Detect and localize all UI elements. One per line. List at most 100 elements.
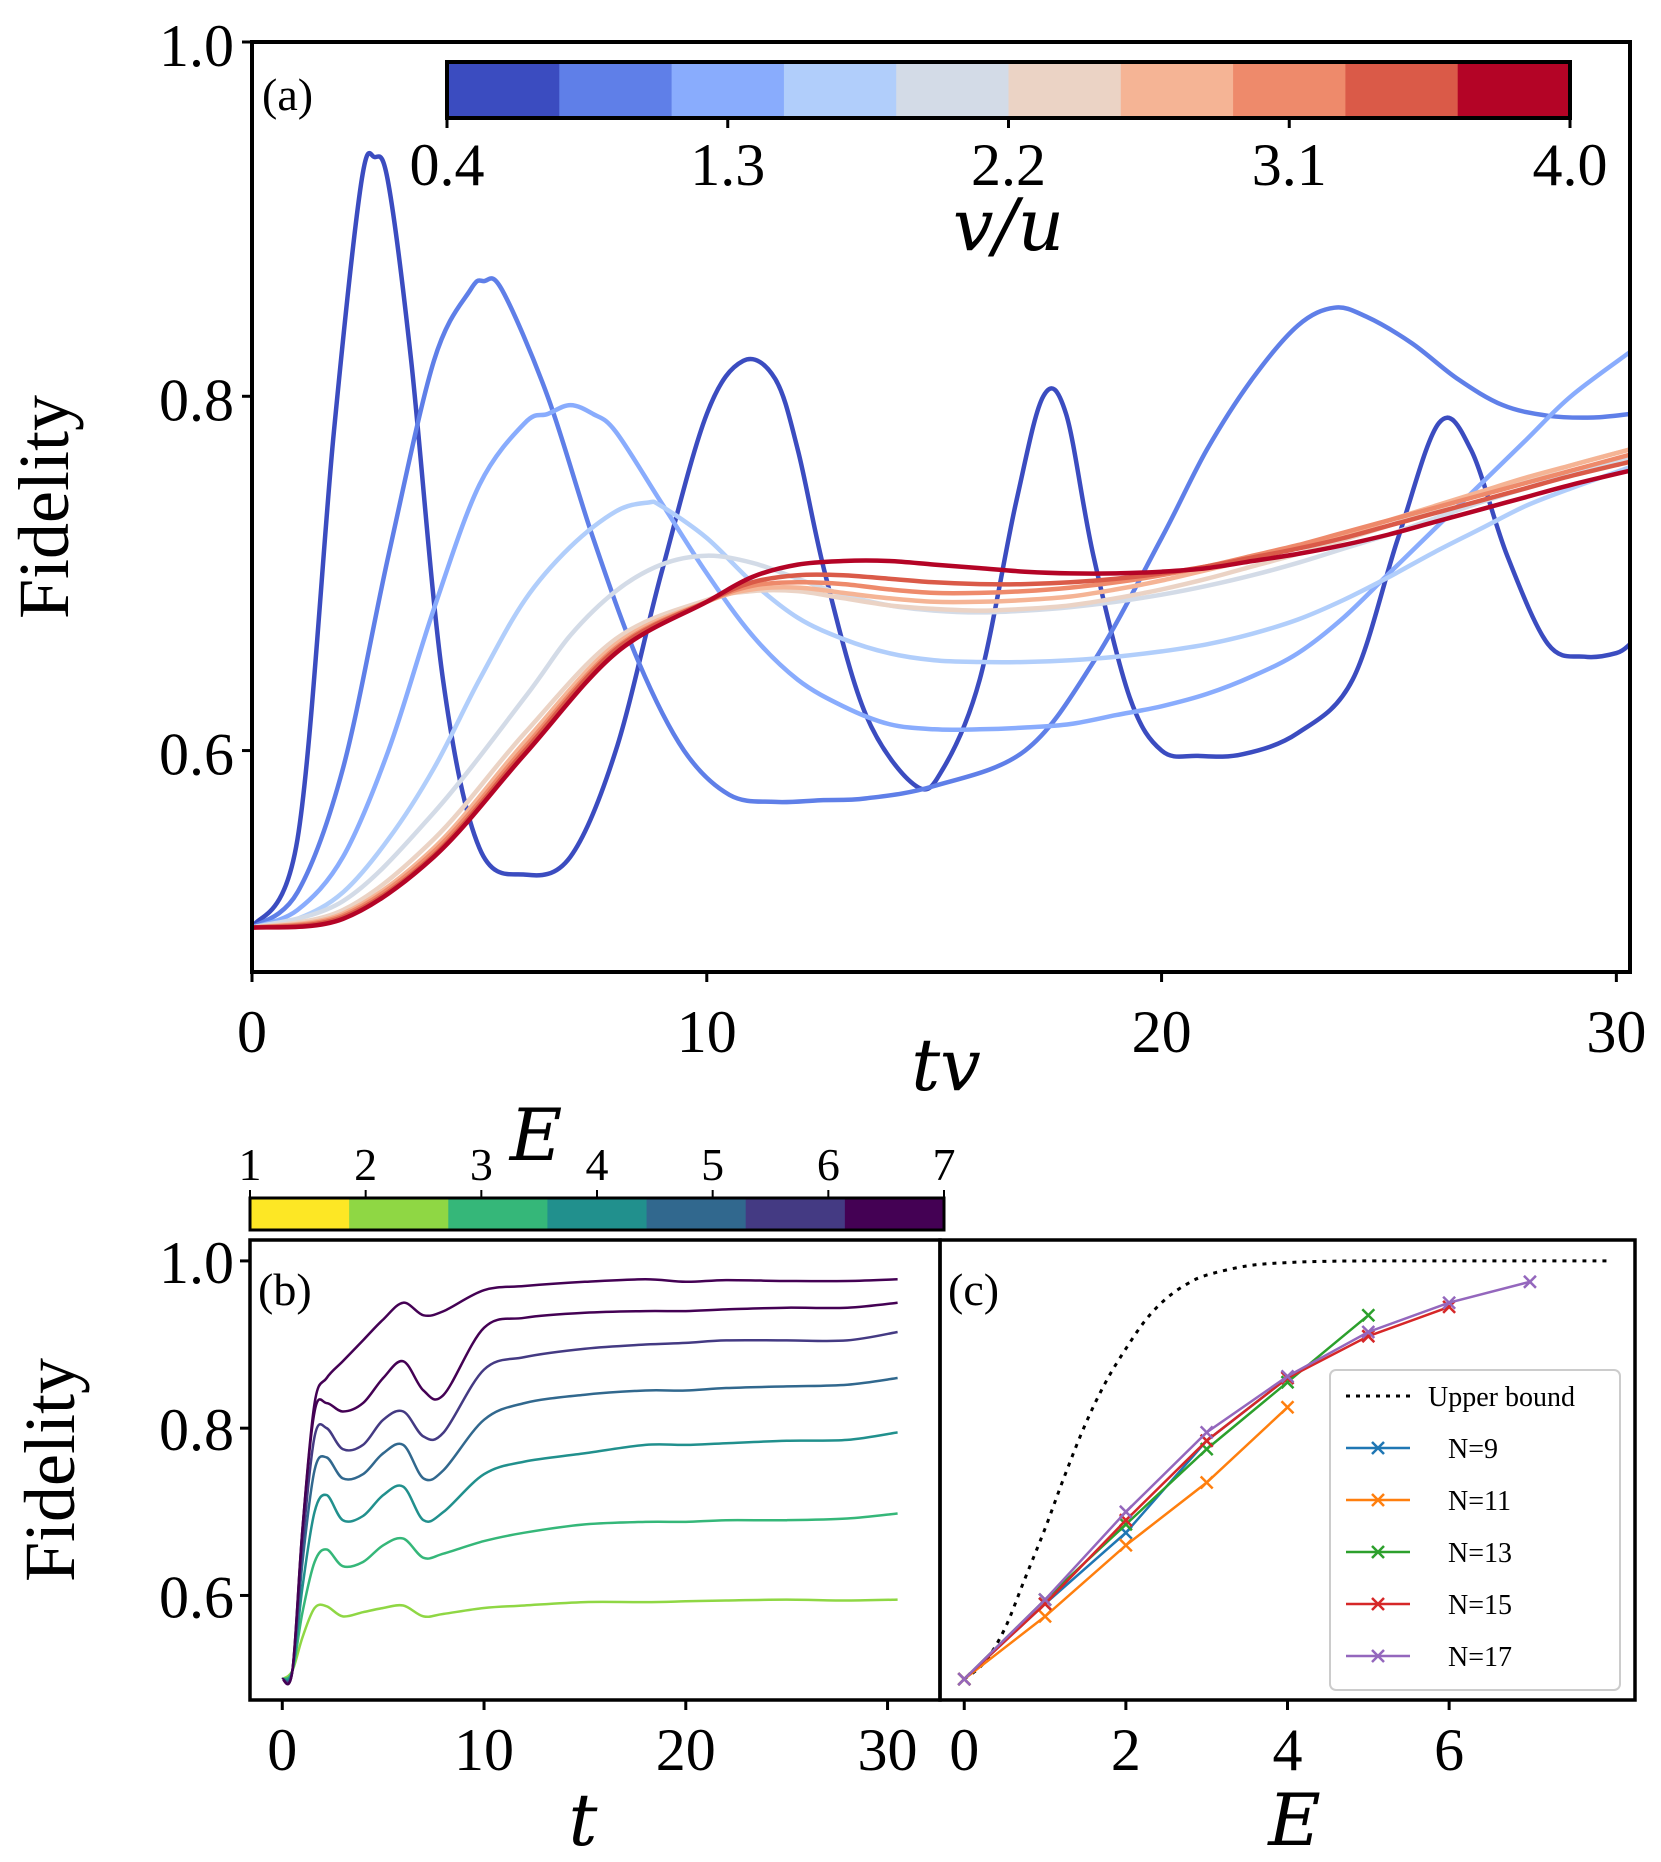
series-line-c-1 <box>963 1406 1289 1681</box>
colorbar-b-segment-5 <box>745 1198 846 1230</box>
x-tick-label-b-1: 10 <box>454 1717 514 1783</box>
marker-c-1-3 <box>1199 1475 1214 1490</box>
marker-c-4-4 <box>1280 1369 1295 1384</box>
legend-marker-1 <box>1371 1441 1385 1455</box>
marker-c-4-5 <box>1361 1325 1376 1339</box>
legend-c: Upper bound N=9 N=11 N=13 N=15 N=17 <box>1329 1369 1621 1691</box>
x-axis-label-c: E <box>1266 1778 1321 1862</box>
legend-marker-4 <box>1371 1597 1385 1611</box>
marker-c-3-1 <box>1038 1596 1052 1611</box>
colorbar-a-tick-label-4: 4.0 <box>1533 132 1608 198</box>
colorbar-b-tick-label-5: 6 <box>817 1139 840 1190</box>
colorbar-a-tick-label-0: 0.4 <box>410 132 485 198</box>
series-line-b-1 <box>281 1512 898 1681</box>
marker-c-1-4 <box>1280 1400 1295 1415</box>
y-tick-label-a-2: 1.0 <box>159 13 234 79</box>
marker-c-3-5 <box>1361 1329 1376 1344</box>
panel-label-c: (c) <box>948 1264 999 1315</box>
colorbar-a-segment-3 <box>783 62 897 118</box>
panel-label-b: (b) <box>258 1264 312 1315</box>
y-tick-label-a-1: 0.8 <box>159 367 234 433</box>
series-line-b-3 <box>281 1376 898 1683</box>
series-line-b-5 <box>281 1301 898 1686</box>
colorbar-b-tick-label-0: 1 <box>239 1139 262 1190</box>
series-line-a-3 <box>252 464 1630 930</box>
x-tick-label-c-1: 2 <box>1111 1717 1141 1783</box>
marker-c-4-1 <box>1038 1592 1052 1607</box>
panel-label-a: (a) <box>262 69 313 120</box>
y-tick-label-b-0: 0.6 <box>159 1564 234 1630</box>
legend-marker-5 <box>1371 1649 1385 1663</box>
x-tick-label-b-2: 20 <box>656 1717 716 1783</box>
colorbar-a-segment-6 <box>1120 62 1234 118</box>
colorbar-b-tick-label-4: 5 <box>701 1139 724 1190</box>
x-tick-label-a-1: 10 <box>677 999 737 1065</box>
colorbar-b-segment-3 <box>547 1198 648 1230</box>
colorbar-a-segment-7 <box>1233 62 1346 118</box>
series-line-a-2 <box>252 350 1630 930</box>
x-tick-label-b-0: 0 <box>267 1717 297 1783</box>
marker-c-1-2 <box>1118 1538 1133 1553</box>
marker-c-4-2 <box>1118 1504 1133 1519</box>
x-tick-label-a-2: 20 <box>1132 999 1192 1065</box>
x-axis-label-a: tv <box>911 1023 981 1107</box>
series-line-b-4 <box>281 1330 898 1685</box>
series-line-b-6 <box>281 1278 898 1686</box>
y-axis-label-b: Fidelity <box>10 1358 90 1582</box>
colorbar-b-label: E <box>508 1093 563 1177</box>
colorbar-b-tick-label-6: 7 <box>933 1139 956 1190</box>
legend-frame <box>1329 1369 1621 1691</box>
series-line-a-4 <box>252 456 1630 930</box>
marker-c-1-1 <box>1038 1609 1052 1624</box>
series-line-b-0 <box>281 1598 898 1681</box>
x-tick-label-b-3: 30 <box>858 1717 918 1783</box>
colorbar-b-segment-1 <box>349 1198 449 1230</box>
legend-label-4: N=15 <box>1448 1590 1512 1621</box>
chart-a: 0 10 20 30 0.6 0.8 1.0 tv Fidelity (a) 0.4 1.3 2.2 3.… <box>4 13 1646 1107</box>
x-tick-label-a-3: 30 <box>1586 999 1646 1065</box>
colorbar-a-segment-1 <box>559 62 673 118</box>
x-tick-label-c-0: 0 <box>949 1717 979 1783</box>
colorbar-a-segment-0 <box>447 62 560 118</box>
colorbar-a-tick-label-1: 1.3 <box>690 132 765 198</box>
colorbar-b-tick-label-1: 2 <box>354 1139 377 1190</box>
colorbar-b-tick-label-3: 4 <box>586 1139 609 1190</box>
x-tick-label-a-0: 0 <box>237 999 267 1065</box>
y-tick-label-b-1: 0.8 <box>159 1397 234 1463</box>
legend-label-2: N=11 <box>1448 1486 1511 1517</box>
series-line-a-9 <box>252 468 1630 930</box>
colorbar-a-segment-4 <box>896 62 1009 118</box>
series-line-a-8 <box>252 459 1630 930</box>
marker-c-4-3 <box>1199 1425 1214 1440</box>
series-line-c-2 <box>963 1314 1370 1680</box>
legend-label-0: Upper bound <box>1428 1382 1575 1413</box>
colorbar-a-segment-9 <box>1457 62 1571 118</box>
legend-label-3: N=13 <box>1448 1538 1512 1569</box>
series-line-a-0 <box>252 150 1630 929</box>
marker-c-2-5 <box>1361 1308 1376 1323</box>
marker-c-4-6 <box>1442 1295 1457 1310</box>
colorbar-b-segment-2 <box>448 1198 548 1230</box>
plot-frame-a <box>250 40 1632 974</box>
y-tick-label-b-2: 1.0 <box>159 1230 234 1296</box>
marker-c-4-0 <box>957 1672 972 1686</box>
colorbar-b-segment-4 <box>646 1198 747 1230</box>
marker-c-2-2 <box>1118 1517 1133 1532</box>
series-line-a-1 <box>252 276 1630 930</box>
colorbar-b-tick-label-2: 3 <box>470 1139 493 1190</box>
legend-marker-2 <box>1371 1493 1385 1507</box>
x-tick-label-c-2: 4 <box>1273 1717 1303 1783</box>
colorbar-a-tick-label-3: 3.1 <box>1252 132 1327 198</box>
colorbar-a-segment-2 <box>671 62 785 118</box>
colorbar-a-label: v/u <box>953 183 1064 267</box>
chart-b: 0 10 20 30 0.6 0.8 1.0 t Fidelity (b) 1 2 3 4 5 6 7 E <box>10 1093 956 1862</box>
y-axis-label-a: Fidelity <box>4 395 84 619</box>
series-line-c-4 <box>963 1280 1531 1680</box>
colorbar-a-segment-8 <box>1345 62 1459 118</box>
y-tick-label-a-0: 0.6 <box>159 722 234 788</box>
colorbar-b-segment-6 <box>844 1198 945 1230</box>
legend-label-5: N=17 <box>1448 1642 1512 1673</box>
colorbar-a-segment-5 <box>1008 62 1122 118</box>
legend-label-1: N=9 <box>1448 1434 1498 1465</box>
